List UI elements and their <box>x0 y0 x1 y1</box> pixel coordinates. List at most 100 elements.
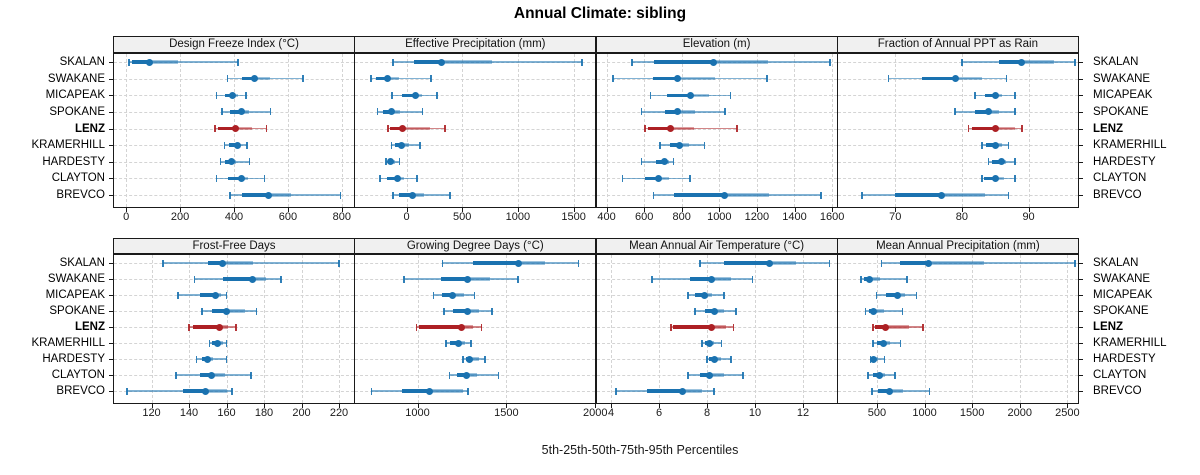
iqr-band-lower <box>664 110 678 114</box>
panel-strip: Effective Precipitation (mm) <box>354 36 597 53</box>
whisker-cap <box>659 141 661 149</box>
axis-tick <box>1078 263 1083 264</box>
axis-tick-label: 200 <box>292 407 311 419</box>
whisker-cap <box>974 91 976 99</box>
whisker-cap <box>214 125 216 132</box>
whisker-cap <box>339 191 342 199</box>
iqr-band-lower <box>991 160 1002 164</box>
panel-title: Elevation (m) <box>682 38 751 50</box>
median-dot <box>250 75 258 83</box>
whisker-cap <box>1007 191 1010 199</box>
axis-tick <box>1078 128 1083 130</box>
whisker-cap <box>392 58 394 66</box>
whisker-cap <box>724 108 726 116</box>
gridline-h <box>837 145 1078 147</box>
station-label-left: BREVCO <box>56 189 105 201</box>
gridline-h <box>837 375 1078 376</box>
axis-tick <box>301 404 303 408</box>
axis-tick-label: 1000 <box>707 211 732 223</box>
whisker-line <box>462 358 486 360</box>
station-label-right: CLAYTON <box>1093 369 1147 381</box>
axis-tick-label: 140 <box>179 407 199 419</box>
whisker-cap <box>215 174 218 182</box>
station-label-left: SWAKANE <box>47 273 105 285</box>
axis-tick-label: 1500 <box>561 211 586 223</box>
axis-tick <box>1078 343 1083 344</box>
iqr-band-upper <box>677 110 695 114</box>
whisker-cap <box>177 291 179 299</box>
iqr-band-lower <box>983 176 996 181</box>
axis-tick <box>264 404 265 408</box>
iqr-band-lower <box>200 293 216 297</box>
axis-tick-label: 1500 <box>959 407 985 419</box>
gridline-v <box>264 255 265 403</box>
whisker-cap <box>872 339 874 347</box>
axis-tick <box>595 404 597 408</box>
whisker-cap <box>379 174 381 182</box>
whisker-cap <box>221 108 223 116</box>
axis-tick <box>180 208 182 212</box>
whisker-line <box>229 194 341 196</box>
iqr-band-upper <box>995 176 1004 181</box>
iqr-band-lower <box>456 373 467 377</box>
median-dot <box>412 91 420 99</box>
iqr-band-upper <box>205 389 227 393</box>
whisker-line <box>162 262 339 264</box>
iqr-band-upper <box>149 60 179 64</box>
gridline-v <box>832 54 834 207</box>
median-dot <box>211 291 219 299</box>
median-dot <box>387 158 395 166</box>
whisker-cap <box>672 158 675 166</box>
axis-tick <box>189 404 190 408</box>
whisker-cap <box>967 125 970 132</box>
whisker-cap <box>470 339 472 347</box>
iqr-band-upper <box>467 309 479 313</box>
gridline-v <box>151 255 153 403</box>
station-label-right: MICAPEAK <box>1093 289 1153 301</box>
axis-tick <box>417 404 419 408</box>
median-dot <box>765 259 773 267</box>
panel-strip: Elevation (m) <box>595 36 838 53</box>
iqr-band-lower <box>985 93 996 97</box>
whisker-line <box>220 161 250 163</box>
gridline-v <box>706 255 708 403</box>
whisker-cap <box>829 58 831 66</box>
whisker-cap <box>419 141 421 149</box>
whisker-cap <box>235 323 237 331</box>
whisker-cap <box>1014 174 1016 182</box>
axis-tick <box>339 404 340 408</box>
station-label-right: HARDESTY <box>1093 353 1156 365</box>
gridline-v <box>506 255 508 403</box>
axis-tick <box>126 208 128 212</box>
whisker-cap <box>864 307 867 315</box>
whisker-cap <box>581 58 583 66</box>
whisker-cap <box>915 291 918 299</box>
gridline-v <box>658 255 660 403</box>
whisker-cap <box>651 275 653 283</box>
whisker-cap <box>880 259 883 267</box>
whisker-cap <box>689 174 691 182</box>
whisker-cap <box>265 125 268 132</box>
axis-tick <box>895 208 897 212</box>
iqr-band-upper <box>690 93 709 97</box>
axis-tick <box>109 62 113 63</box>
iqr-band-upper <box>714 357 722 361</box>
whisker-cap <box>445 339 447 347</box>
whisker-cap <box>875 291 878 299</box>
whisker-cap <box>248 158 251 166</box>
gridline-h <box>114 343 354 344</box>
iqr-band-lower <box>217 126 236 131</box>
gridline-v <box>339 255 340 403</box>
axis-tick <box>109 95 113 97</box>
whisker-cap <box>701 339 703 347</box>
whisker-cap <box>1005 75 1008 83</box>
axis-tick-label: 70 <box>889 211 902 223</box>
median-dot <box>233 141 241 149</box>
iqr-band-upper <box>704 293 712 297</box>
gridline-v <box>1028 54 1030 207</box>
median-dot <box>951 75 959 83</box>
axis-tick <box>109 178 113 180</box>
gridline-v <box>924 255 926 403</box>
gridline-v <box>961 54 963 207</box>
whisker-line <box>613 77 768 80</box>
